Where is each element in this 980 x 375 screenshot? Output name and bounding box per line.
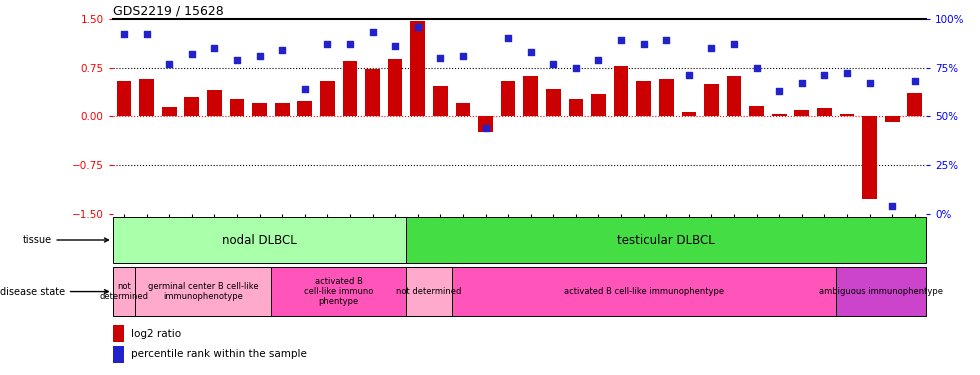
Point <box>184 51 200 57</box>
Point <box>861 80 877 86</box>
Bar <box>907 93 922 116</box>
Point <box>139 32 155 38</box>
Bar <box>274 103 289 116</box>
Point <box>523 49 539 55</box>
Bar <box>229 99 244 116</box>
Bar <box>750 106 764 116</box>
Text: activated B cell-like immunophentype: activated B cell-like immunophentype <box>564 287 724 296</box>
Point <box>546 61 562 67</box>
Bar <box>207 90 221 116</box>
Bar <box>501 81 515 116</box>
Bar <box>113 217 407 263</box>
Point <box>816 72 832 78</box>
Text: not determined: not determined <box>396 287 462 296</box>
Bar <box>681 112 696 116</box>
Bar <box>568 99 583 116</box>
Point <box>613 37 629 43</box>
Bar <box>840 114 855 116</box>
Bar <box>456 103 470 116</box>
Point <box>252 53 268 59</box>
Bar <box>407 267 452 316</box>
Text: disease state: disease state <box>0 286 109 297</box>
Text: GDS2219 / 15628: GDS2219 / 15628 <box>113 4 223 18</box>
Point <box>591 57 607 63</box>
Point <box>726 41 742 47</box>
Point <box>906 78 922 84</box>
Point <box>162 61 177 67</box>
Point <box>207 45 222 51</box>
Bar <box>523 76 538 116</box>
Bar <box>613 66 628 116</box>
Point <box>704 45 719 51</box>
Point <box>274 47 290 53</box>
Bar <box>704 84 718 116</box>
Point <box>387 43 403 49</box>
Point <box>477 125 493 131</box>
Point <box>681 72 697 78</box>
Point <box>636 41 652 47</box>
Point <box>117 32 132 38</box>
Bar <box>411 21 425 116</box>
Point <box>297 86 313 92</box>
Bar <box>366 69 380 116</box>
Bar <box>478 116 493 132</box>
Point <box>229 57 245 63</box>
Bar <box>795 110 809 116</box>
Point <box>749 64 764 70</box>
Text: activated B
cell-like immuno
phentype: activated B cell-like immuno phentype <box>304 277 373 306</box>
Bar <box>270 267 407 316</box>
Text: tissue: tissue <box>23 235 109 245</box>
Bar <box>117 81 131 116</box>
Bar <box>862 116 877 200</box>
Bar <box>343 61 358 116</box>
Point <box>659 37 674 43</box>
Bar <box>452 267 836 316</box>
Bar <box>885 116 900 122</box>
Point <box>410 24 425 30</box>
Text: percentile rank within the sample: percentile rank within the sample <box>130 350 307 359</box>
Bar <box>727 76 742 116</box>
Point <box>884 203 900 209</box>
Bar <box>591 94 606 116</box>
Point <box>432 55 448 61</box>
Point <box>319 41 335 47</box>
Point <box>839 70 855 76</box>
Bar <box>162 107 176 116</box>
Point <box>500 35 515 41</box>
Bar <box>113 267 135 316</box>
Bar <box>388 59 403 116</box>
Bar <box>407 217 926 263</box>
Point <box>455 53 470 59</box>
Bar <box>113 346 124 363</box>
Bar <box>297 100 312 116</box>
Bar <box>636 81 651 116</box>
Bar <box>817 108 832 116</box>
Point <box>342 41 358 47</box>
Text: log2 ratio: log2 ratio <box>130 329 181 339</box>
Bar <box>433 86 448 116</box>
Bar <box>113 325 124 342</box>
Point <box>794 80 809 86</box>
Bar <box>836 267 926 316</box>
Text: germinal center B cell-like
immunophenotype: germinal center B cell-like immunophenot… <box>148 282 259 301</box>
Bar <box>184 97 199 116</box>
Text: ambiguous immunophentype: ambiguous immunophentype <box>819 287 943 296</box>
Point <box>365 29 380 35</box>
Point <box>568 64 584 70</box>
Bar <box>772 114 787 116</box>
Text: nodal DLBCL: nodal DLBCL <box>222 234 297 246</box>
Bar <box>546 89 561 116</box>
Bar <box>320 81 335 116</box>
Text: testicular DLBCL: testicular DLBCL <box>617 234 715 246</box>
Bar <box>659 78 673 116</box>
Point <box>771 88 787 94</box>
Text: not
determined: not determined <box>100 282 149 301</box>
Bar <box>252 103 267 116</box>
Bar <box>139 78 154 116</box>
Bar <box>135 267 270 316</box>
